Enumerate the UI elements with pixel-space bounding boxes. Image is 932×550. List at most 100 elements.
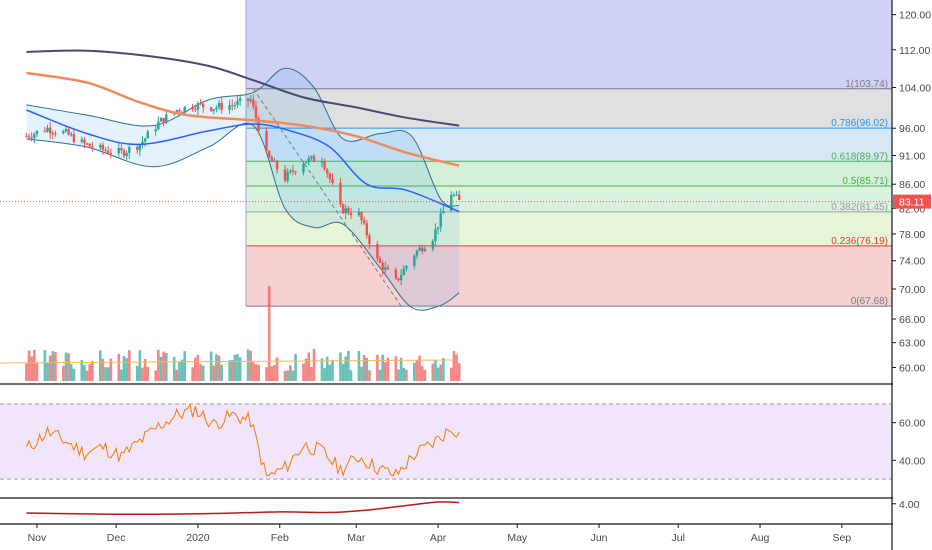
candle-body	[180, 111, 184, 113]
price-series-layer	[0, 49, 892, 381]
volume-bar	[48, 355, 52, 381]
volume-bar	[294, 353, 297, 381]
volume-bar	[106, 367, 110, 381]
candle-body	[283, 169, 287, 181]
volume-bar	[270, 366, 274, 381]
candle-body	[376, 243, 379, 259]
volume-bar	[423, 369, 427, 381]
candle-body	[394, 269, 398, 279]
volume-bar	[431, 363, 435, 381]
volume-bar	[154, 370, 158, 381]
volume-bar	[386, 357, 390, 381]
bollinger-upper-line	[26, 67, 460, 207]
candle-body	[365, 223, 369, 236]
volume-bar	[196, 354, 200, 381]
volume-bar	[257, 364, 260, 381]
volume-bar	[209, 351, 213, 381]
y-tick-label: 74.00	[899, 256, 925, 268]
volume-bar	[109, 358, 113, 381]
x-tick-label: Apr	[430, 532, 447, 544]
candle-body	[378, 258, 382, 263]
candle-body	[30, 137, 33, 139]
fib-level-label: 0.786(96.02)	[831, 118, 888, 129]
y-tick-label: 60.00	[899, 362, 925, 374]
candle-body	[415, 250, 419, 256]
candle-body	[291, 170, 295, 172]
volume-bar	[233, 354, 237, 381]
volume-bar	[27, 350, 31, 381]
candle-body	[423, 248, 427, 252]
candle-body	[125, 152, 128, 156]
candle-body	[25, 136, 28, 138]
candle-body	[452, 194, 456, 196]
y-axis-background	[893, 0, 932, 550]
volume-bar	[201, 365, 205, 381]
volume-bar	[275, 357, 279, 381]
candle-body	[349, 213, 353, 216]
y-tick-label: 96.00	[899, 123, 925, 135]
fib-trend-line	[252, 88, 402, 307]
candle-body	[141, 141, 144, 145]
candle-body	[109, 153, 113, 155]
volume-bar	[283, 370, 287, 381]
candle-body	[143, 138, 147, 142]
lower-panels-layer	[0, 383, 932, 515]
candle-body	[136, 146, 139, 151]
candle-body	[252, 99, 255, 107]
ma-short-line	[26, 109, 460, 213]
volume-bar	[104, 367, 107, 381]
volume-bar	[455, 354, 458, 381]
candle-body	[286, 172, 289, 181]
y-tick-label: 120.00	[899, 10, 931, 22]
candle-body	[83, 139, 86, 144]
volume-bar	[215, 354, 218, 381]
candle-body	[386, 267, 390, 270]
candle-body	[294, 171, 297, 173]
candle-body	[450, 194, 453, 211]
volume-bar	[46, 363, 49, 381]
candle-body	[362, 220, 366, 224]
volume-bar	[199, 363, 202, 381]
background-layer	[245, 0, 892, 307]
candle-body	[138, 144, 142, 151]
volume-bar	[193, 357, 197, 381]
volume-bar	[62, 365, 65, 381]
candle-body	[368, 235, 371, 244]
candle-body	[347, 208, 350, 214]
candle-body	[88, 143, 91, 147]
candle-body	[328, 173, 332, 180]
volume-bar	[30, 356, 33, 381]
last-price-label: 83.11	[899, 197, 925, 209]
x-tick-label: Mar	[347, 532, 366, 544]
candle-body	[397, 278, 400, 281]
candle-body	[175, 110, 179, 112]
volume-bar	[368, 370, 371, 381]
y-tick-label: 63.00	[899, 338, 925, 350]
candle-body	[302, 163, 305, 173]
volume-bar	[85, 370, 89, 381]
last-price-badge	[893, 194, 931, 209]
candle-body	[35, 130, 39, 135]
candle-body	[439, 213, 442, 228]
candle-body	[178, 110, 181, 112]
candle-body	[233, 104, 237, 106]
volume-bar	[452, 351, 456, 381]
volume-bar	[143, 359, 147, 381]
volume-bar	[236, 354, 239, 381]
candle-body	[421, 247, 424, 252]
candle-body	[217, 103, 221, 108]
candle-body	[442, 210, 445, 214]
oscillator-line	[25, 403, 460, 477]
candle-body	[159, 118, 163, 122]
candle-body	[212, 109, 215, 111]
ma-long-line	[26, 49, 460, 127]
candle-body	[307, 158, 310, 163]
candle-body	[157, 121, 160, 130]
candle-body	[236, 100, 239, 105]
candle-body	[405, 266, 408, 269]
volume-bar	[80, 359, 84, 381]
volume-bar	[135, 365, 139, 381]
volume-bar	[51, 351, 55, 381]
candle-body	[162, 118, 165, 124]
